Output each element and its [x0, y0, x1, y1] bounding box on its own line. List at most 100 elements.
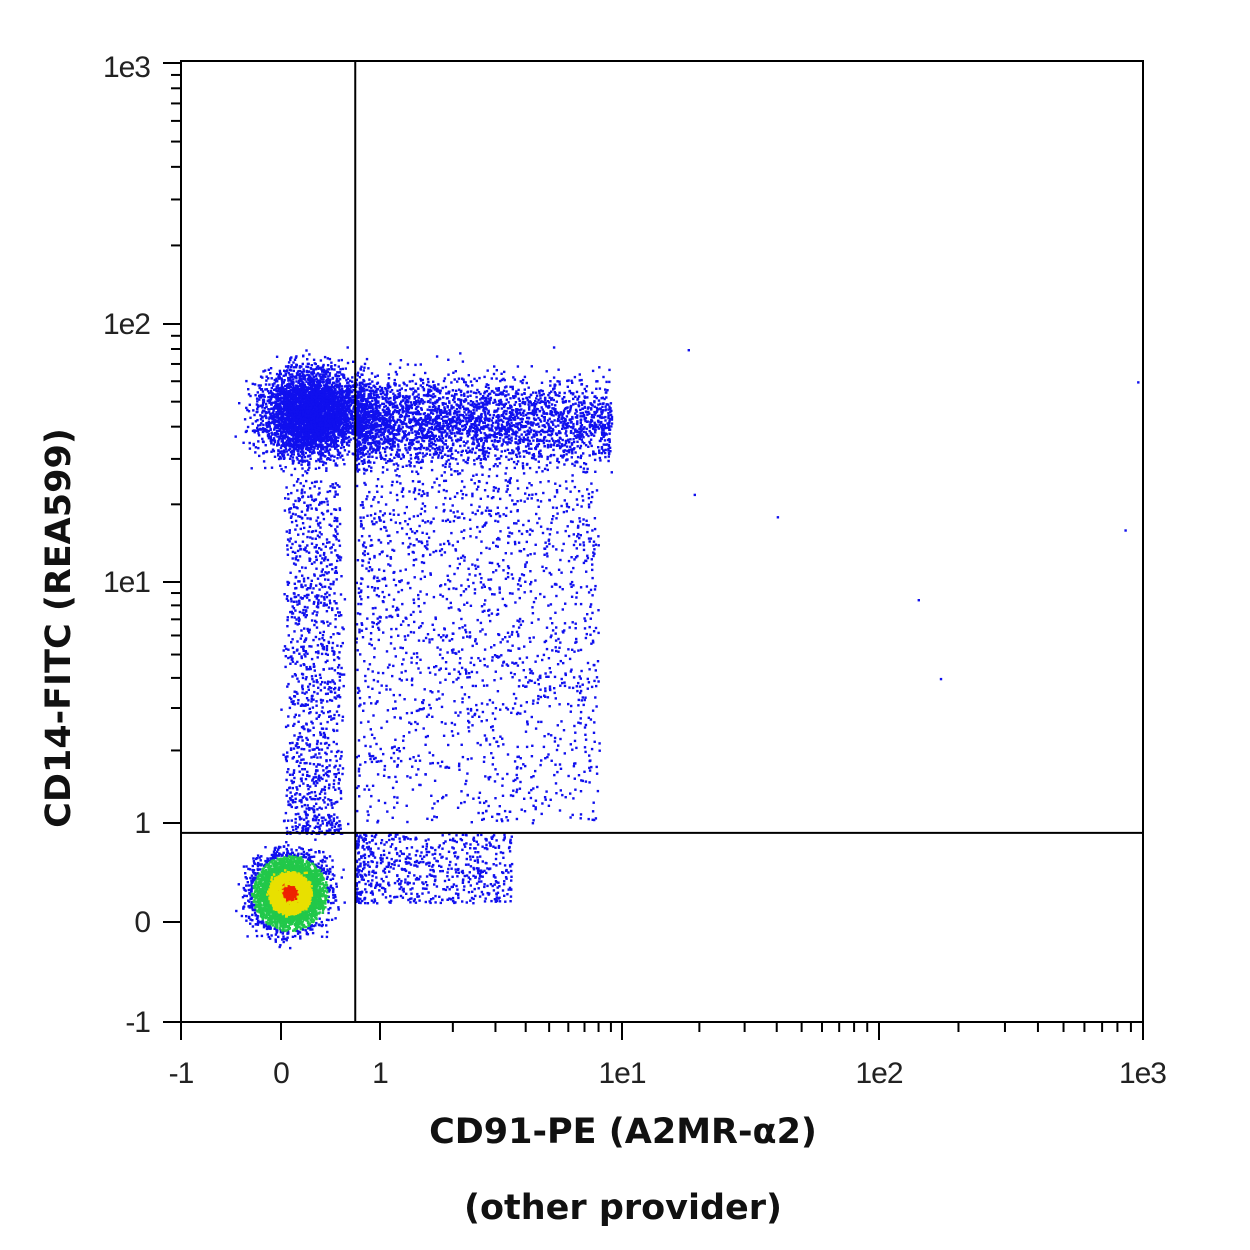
scatter-point — [535, 512, 538, 516]
scatter-point — [441, 847, 444, 850]
scatter-point — [517, 685, 521, 688]
scatter-point — [568, 451, 571, 454]
scatter-point — [337, 829, 340, 832]
scatter-point — [386, 554, 389, 558]
scatter-point — [333, 713, 336, 717]
scatter-point — [291, 786, 294, 790]
scatter-point — [331, 607, 334, 610]
scatter-point — [424, 881, 428, 884]
scatter-point — [286, 553, 290, 556]
scatter-point — [569, 816, 572, 819]
scatter-point — [541, 565, 544, 568]
scatter-point — [455, 840, 458, 844]
scatter-point — [371, 607, 375, 610]
scatter-point — [308, 707, 311, 710]
scatter-point — [466, 385, 470, 388]
scatter-point — [358, 631, 361, 634]
scatter-point — [390, 419, 393, 422]
scatter-point — [450, 381, 453, 384]
scatter-point — [455, 834, 458, 837]
scatter-point — [370, 520, 374, 523]
scatter-point — [291, 638, 294, 641]
scatter-point — [473, 482, 476, 485]
scatter-point — [475, 446, 478, 450]
scatter-point — [487, 410, 490, 414]
scatter-point — [287, 682, 290, 686]
scatter-point — [378, 396, 381, 399]
scatter-point — [577, 404, 580, 407]
scatter-point — [389, 396, 392, 400]
scatter-point — [453, 700, 456, 703]
scatter-point — [381, 857, 384, 860]
scatter-point — [322, 630, 325, 634]
scatter-point — [441, 447, 445, 450]
scatter-point — [497, 745, 500, 748]
scatter-point — [586, 613, 589, 616]
scatter-point — [563, 418, 567, 421]
scatter-point — [421, 845, 425, 848]
scatter-point — [496, 690, 500, 693]
scatter-point — [327, 624, 330, 627]
scatter-point — [601, 425, 605, 428]
scatter-point — [367, 720, 370, 723]
scatter-point — [372, 621, 375, 625]
scatter-point — [576, 461, 579, 464]
scatter-point — [291, 781, 294, 785]
scatter-point — [391, 403, 394, 406]
scatter-point — [460, 556, 463, 559]
scatter-point — [528, 482, 531, 485]
scatter-point — [465, 874, 469, 877]
scatter-point — [573, 464, 576, 467]
scatter-point — [526, 530, 529, 533]
scatter-point — [555, 491, 559, 494]
scatter-point — [287, 634, 290, 637]
scatter-point — [313, 669, 316, 672]
scatter-point — [338, 675, 341, 678]
scatter-point — [486, 495, 490, 498]
scatter-point — [511, 413, 514, 416]
scatter-point — [370, 586, 374, 589]
scatter-point — [420, 540, 423, 543]
scatter-point — [496, 506, 499, 509]
scatter-point — [517, 388, 520, 392]
scatter-point — [462, 459, 465, 462]
scatter-point — [420, 444, 424, 447]
scatter-point — [365, 567, 368, 570]
scatter-point — [458, 562, 461, 566]
scatter-point — [301, 773, 305, 776]
scatter-point — [495, 387, 498, 390]
scatter-point — [425, 546, 428, 549]
scatter-point — [414, 901, 418, 904]
scatter-point — [522, 414, 525, 417]
scatter-point — [450, 649, 454, 652]
scatter-point — [474, 894, 477, 898]
scatter-point — [359, 399, 363, 402]
scatter-point — [413, 397, 416, 400]
scatter-point — [374, 402, 377, 406]
scatter-point — [284, 755, 287, 759]
scatter-point — [300, 805, 304, 808]
scatter-point — [568, 441, 571, 444]
scatter-point — [480, 833, 483, 837]
scatter-point — [305, 593, 309, 597]
scatter-point — [291, 700, 294, 704]
scatter-point — [471, 890, 474, 893]
scatter-point — [330, 815, 333, 818]
scatter-point — [588, 668, 591, 671]
scatter-point — [315, 605, 319, 608]
scatter-point — [310, 791, 313, 794]
scatter-point — [411, 530, 414, 533]
scatter-point — [453, 668, 456, 671]
scatter-point — [493, 654, 497, 657]
scatter-point — [523, 710, 527, 713]
scatter-point — [572, 440, 576, 444]
scatter-point — [389, 540, 392, 543]
scatter-point — [501, 737, 504, 740]
scatter-point — [471, 684, 475, 688]
scatter-point — [491, 656, 494, 659]
scatter-point — [315, 584, 318, 587]
scatter-point — [318, 748, 321, 751]
scatter-point — [406, 523, 410, 526]
scatter-point — [320, 511, 324, 515]
scatter-point — [388, 884, 391, 887]
